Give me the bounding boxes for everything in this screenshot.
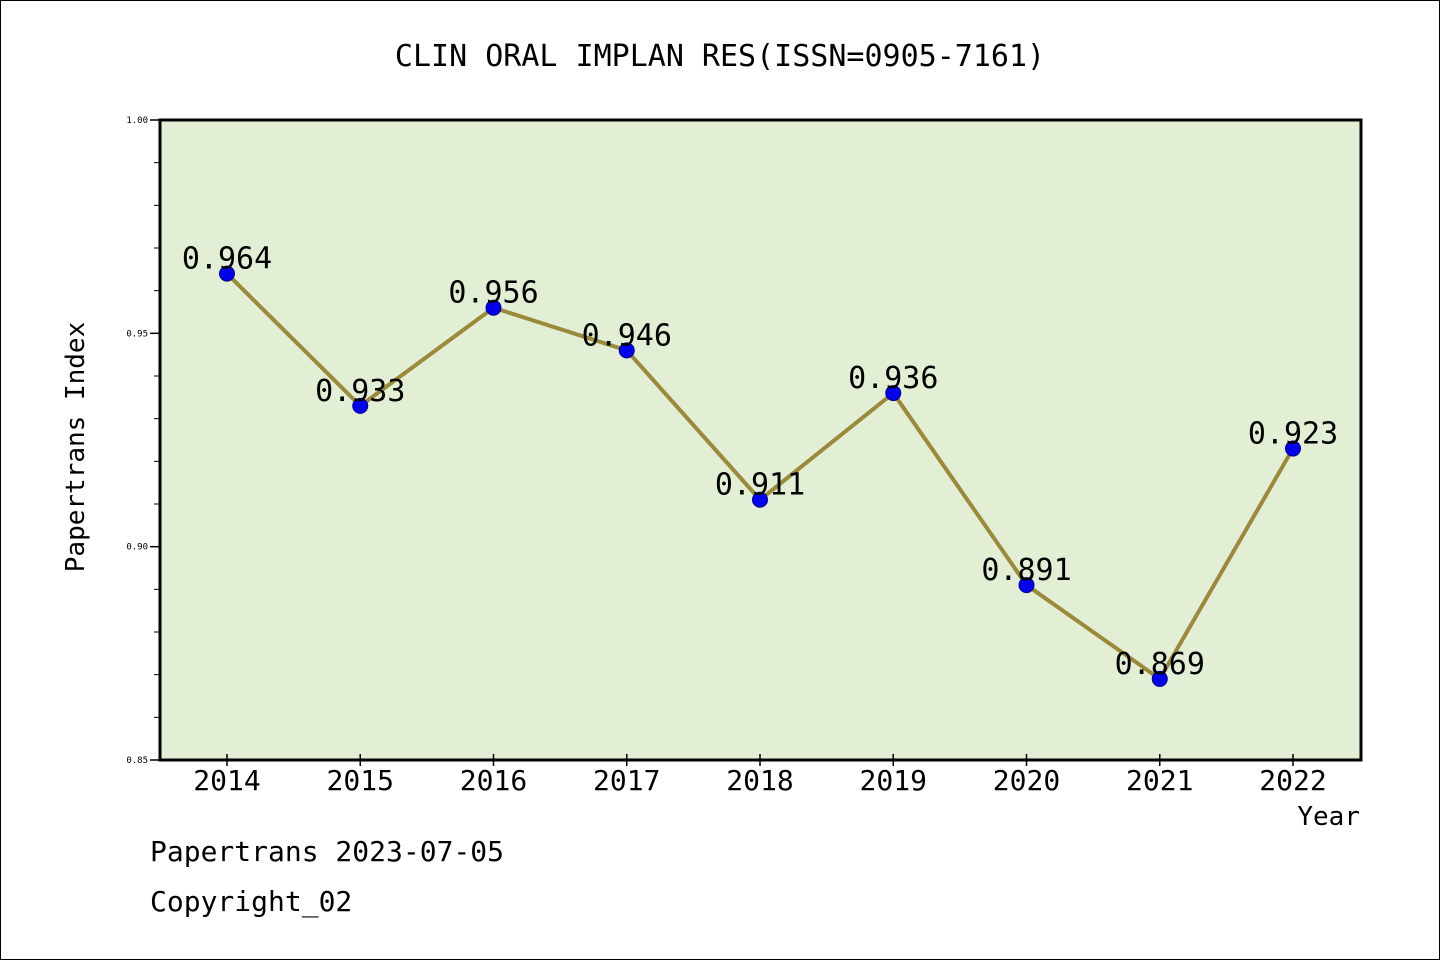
data-point [1018, 577, 1035, 594]
y-tick-label: 0.90 [126, 543, 148, 553]
data-point [352, 397, 369, 414]
data-label: 0.891 [981, 553, 1071, 588]
x-tick-label: 2022 [1259, 764, 1326, 797]
data-label: 0.964 [182, 242, 272, 277]
x-tick-label: 2021 [1126, 764, 1193, 797]
x-tick-label: 2014 [193, 764, 260, 797]
data-label: 0.933 [315, 374, 405, 409]
footer-source: Papertrans 2023-07-05 [150, 835, 505, 868]
data-labels: 0.964 0.933 0.956 0.946 0.911 0.936 0.891 0.869… [182, 242, 1338, 682]
x-tick-label: 2020 [993, 764, 1060, 797]
data-point [885, 385, 902, 402]
data-point [618, 342, 635, 359]
x-tick-label: 2015 [327, 764, 394, 797]
data-point [1285, 440, 1301, 457]
x-tick-label: 2017 [593, 764, 660, 797]
y-tick-label: 1.00 [126, 116, 148, 126]
y-axis-label: Papertrans Index [61, 322, 91, 572]
data-point [752, 491, 768, 508]
x-tick-label: 2016 [460, 764, 527, 797]
data-label: 0.946 [582, 318, 672, 353]
data-label: 0.936 [848, 361, 938, 396]
data-label: 0.956 [448, 276, 538, 311]
x-ticks [226, 754, 1294, 766]
x-tick-label: 2018 [726, 764, 793, 797]
data-point [485, 299, 502, 316]
data-markers [219, 265, 1301, 687]
footer-copyright: Copyright_02 [150, 885, 353, 918]
data-label: 0.911 [715, 468, 805, 503]
x-tick-label: 2019 [860, 764, 927, 797]
plot-area [158, 118, 1363, 762]
y-tick-label: 0.95 [126, 329, 148, 339]
x-tick-labels: 2014 2015 2016 2017 2018 2019 2020 2021 2022 [193, 764, 1326, 797]
chart-title: CLIN ORAL IMPLAN RES(ISSN=0905-7161) [395, 39, 1045, 74]
data-label: 0.923 [1248, 417, 1338, 452]
data-label: 0.869 [1115, 647, 1205, 682]
y-major-ticks: 0.85 0.90 0.95 1.00 [126, 116, 160, 766]
data-point [219, 265, 235, 282]
x-axis-label: Year [1297, 802, 1360, 832]
data-point [1151, 670, 1168, 687]
y-tick-label: 0.85 [126, 756, 148, 766]
